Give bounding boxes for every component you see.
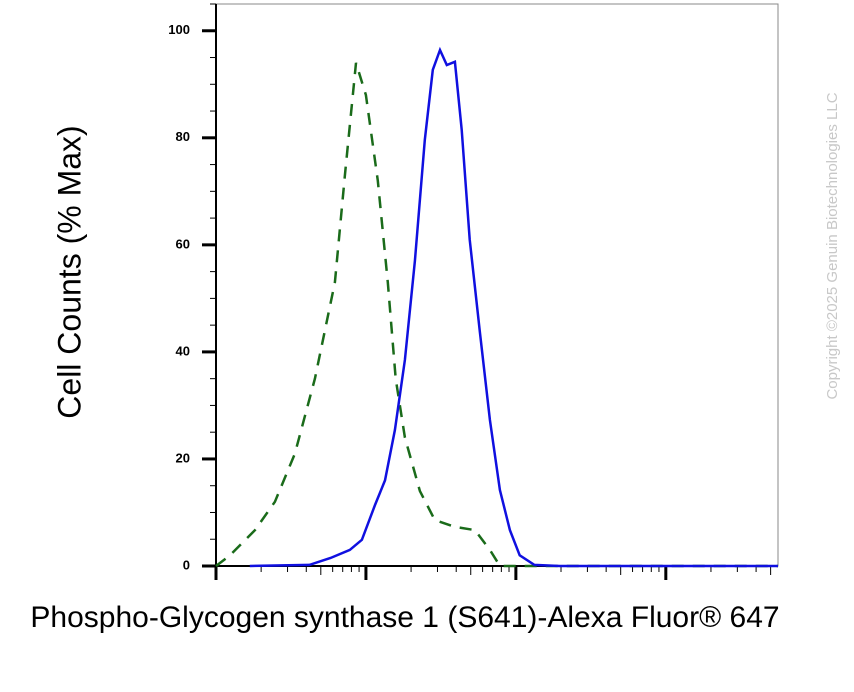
- y-tick-label: 40: [176, 343, 190, 358]
- histogram-line: [215, 62, 778, 568]
- plot-frame: [215, 3, 779, 567]
- histogram-line: [249, 46, 778, 568]
- watermark: Copyright ©2025 Genuin Biotechnologies L…: [824, 92, 841, 399]
- y-tick-label: 100: [168, 22, 190, 37]
- y-tick-label: 0: [183, 557, 190, 572]
- y-tick-label: 60: [176, 236, 190, 251]
- y-axis-label: Cell Counts (% Max): [51, 125, 87, 418]
- x-axis-label: Phospho-Glycogen synthase 1 (S641)-Alexa…: [30, 601, 780, 634]
- y-tick-label: 80: [176, 129, 190, 144]
- y-tick-label: 20: [176, 450, 190, 465]
